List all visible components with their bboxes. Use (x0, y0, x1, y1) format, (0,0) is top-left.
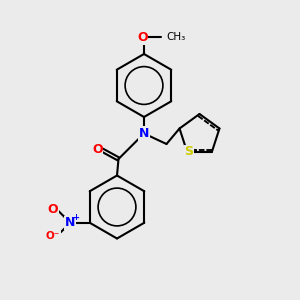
Text: N: N (139, 127, 149, 140)
Text: S: S (184, 146, 193, 158)
Text: CH₃: CH₃ (167, 32, 186, 43)
Text: N: N (65, 216, 75, 229)
Text: O: O (92, 143, 103, 157)
Text: O: O (48, 203, 58, 216)
Text: +: + (72, 213, 79, 222)
Text: O⁻: O⁻ (46, 231, 60, 241)
Text: O: O (137, 31, 148, 44)
